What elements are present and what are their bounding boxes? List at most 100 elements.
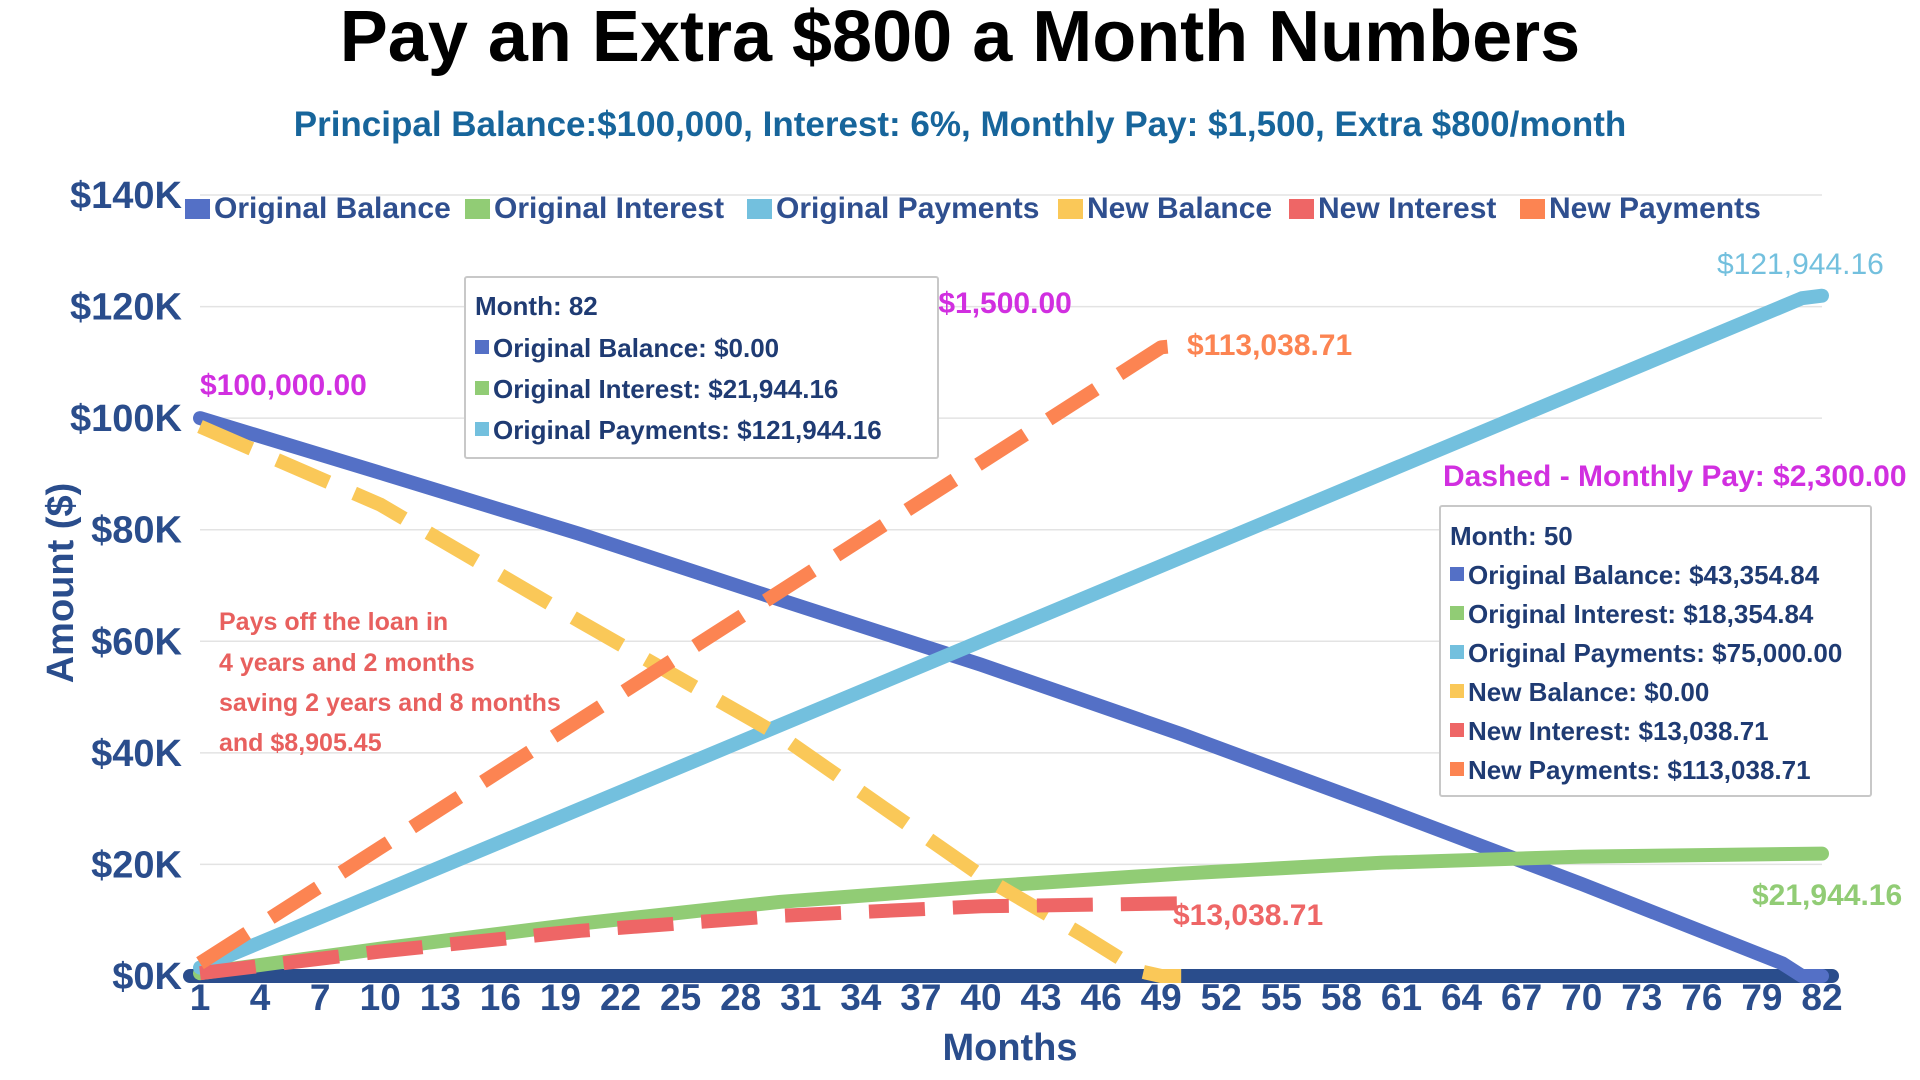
- x-tick-label: 4: [250, 977, 271, 1018]
- note-line: 4 years and 2 months: [219, 649, 475, 677]
- x-tick-label: 40: [960, 977, 1001, 1018]
- legend-item[interactable]: New Interest: [1289, 192, 1496, 225]
- x-tick-label: 64: [1441, 977, 1483, 1018]
- legend-label: New Balance: [1087, 192, 1272, 225]
- y-tick-label: $60K: [91, 621, 182, 663]
- x-tick-label: 52: [1201, 977, 1242, 1018]
- x-tick-label: 13: [420, 977, 461, 1018]
- x-tick-label: 76: [1681, 977, 1722, 1018]
- legend-swatch: [185, 199, 210, 219]
- x-tick-label: 61: [1381, 977, 1422, 1018]
- x-tick-label: 55: [1261, 977, 1302, 1018]
- legend-item[interactable]: New Payments: [1520, 192, 1761, 225]
- orig-interest-end-label: $21,944.16: [1752, 879, 1902, 912]
- x-tick-label: 79: [1741, 977, 1782, 1018]
- y-tick-label: $140K: [70, 175, 183, 217]
- legend-item[interactable]: Original Payments: [747, 192, 1039, 225]
- legend-item[interactable]: New Balance: [1058, 192, 1272, 225]
- legend-swatch: [465, 199, 490, 219]
- tooltip-swatch: [1450, 723, 1464, 737]
- tooltip-header: Month: 50: [1450, 521, 1573, 551]
- series-line-new-payments: [196, 338, 1182, 970]
- tooltip-row: Original Payments: $75,000.00: [1468, 638, 1842, 668]
- x-tick-label: 1: [190, 977, 211, 1018]
- tooltip-row: Original Balance: $0.00: [493, 333, 779, 363]
- legend-item[interactable]: Original Interest: [465, 192, 724, 225]
- y-tick-labels: $0K $20K $40K $60K $80K $100K $120K $140K: [70, 175, 183, 998]
- y-tick-label: $80K: [91, 510, 182, 552]
- y-tick-label: $0K: [112, 956, 182, 998]
- tooltip-swatch: [1450, 645, 1464, 659]
- legend-label: New Interest: [1318, 192, 1496, 225]
- y-tick-label: $100K: [70, 398, 183, 440]
- tooltip-row: Original Interest: $18,354.84: [1468, 599, 1814, 629]
- x-tick-label: 34: [840, 977, 882, 1018]
- series-line-original-interest: [193, 846, 1829, 981]
- payoff-note: Pays off the loan in 4 years and 2 month…: [219, 608, 561, 757]
- tooltip-swatch: [1450, 762, 1464, 776]
- new-payments-end-label: $113,038.71: [1187, 329, 1352, 362]
- x-tick-label: 70: [1561, 977, 1602, 1018]
- series-line-new-balance: [197, 420, 1182, 983]
- x-tick-label: 16: [480, 977, 521, 1018]
- chart-subtitle: Principal Balance:$100,000, Interest: 6%…: [293, 105, 1627, 144]
- tooltip-box: [464, 276, 939, 459]
- tooltip-month-50: Month: 50 Original Balance: $43,354.84 Or…: [1439, 505, 1872, 797]
- x-tick-label: 43: [1020, 977, 1061, 1018]
- note-line: saving 2 years and 8 months: [219, 689, 561, 717]
- x-tick-label: 22: [600, 977, 641, 1018]
- legend-swatch: [1289, 199, 1314, 219]
- legend-swatch: [1520, 199, 1545, 219]
- tooltip-swatch: [475, 381, 489, 395]
- x-tick-label: 82: [1801, 977, 1842, 1018]
- legend-swatch: [1058, 199, 1083, 219]
- new-interest-end-label: $13,038.71: [1173, 899, 1323, 932]
- legend-label: Original Payments: [776, 192, 1039, 225]
- x-tick-label: 46: [1081, 977, 1122, 1018]
- legend[interactable]: Original Balance Original Interest Origina…: [185, 192, 1761, 225]
- note-line: Pays off the loan in: [219, 608, 448, 636]
- x-tick-label: 37: [900, 977, 941, 1018]
- x-axis-title: Months: [942, 1027, 1077, 1069]
- legend-label: New Payments: [1549, 192, 1761, 225]
- tooltip-swatch: [475, 422, 489, 436]
- y-tick-label: $120K: [70, 287, 183, 329]
- tooltip-row: New Balance: $0.00: [1468, 677, 1709, 707]
- x-tick-label: 7: [310, 977, 331, 1018]
- tooltip-swatch: [1450, 606, 1464, 620]
- x-tick-label: 25: [660, 977, 701, 1018]
- series-lines: [193, 288, 1829, 983]
- tooltip-swatch: [475, 340, 489, 354]
- legend-label: Original Balance: [214, 192, 451, 225]
- dashed-style-label: Dashed - Monthly Pay: $2,300.00: [1443, 460, 1907, 493]
- legend-label: Original Interest: [494, 192, 724, 225]
- x-tick-label: 58: [1321, 977, 1362, 1018]
- orig-payments-end-label: $121,944.16: [1717, 248, 1884, 281]
- note-line: and $8,905.45: [219, 729, 382, 757]
- tooltip-month-82: Month: 82 Original Balance: $0.00 Origina…: [464, 276, 939, 459]
- y-tick-label: $40K: [91, 733, 182, 775]
- tooltip-row: Original Payments: $121,944.16: [493, 415, 882, 445]
- x-tick-label: 28: [720, 977, 761, 1018]
- x-tick-labels: 1 4 7 10 13 16 19 22 25 28 31 34 37 40 43 46 49 52 55 58 61 6…: [190, 977, 1843, 1018]
- y-axis-title: Amount ($): [40, 483, 82, 684]
- legend-swatch: [747, 199, 772, 219]
- x-tick-label: 49: [1141, 977, 1182, 1018]
- tooltip-box: [1439, 505, 1872, 797]
- chart-title: Pay an Extra $800 a Month Numbers: [339, 0, 1581, 77]
- series-line-original-payments: [193, 288, 1829, 975]
- x-tick-label: 19: [540, 977, 581, 1018]
- tooltip-row: New Interest: $13,038.71: [1468, 716, 1769, 746]
- x-tick-label: 10: [360, 977, 401, 1018]
- tooltip-row: Original Balance: $43,354.84: [1468, 560, 1820, 590]
- legend-item[interactable]: Original Balance: [185, 192, 451, 225]
- tooltip-row: New Payments: $113,038.71: [1468, 755, 1811, 785]
- y-tick-label: $20K: [91, 844, 182, 886]
- tooltip-swatch: [1450, 684, 1464, 698]
- x-tick-label: 31: [780, 977, 821, 1018]
- x-tick-label: 67: [1501, 977, 1542, 1018]
- tooltip-header: Month: 82: [475, 291, 598, 321]
- start-balance-label: $100,000.00: [200, 369, 367, 402]
- tooltip-swatch: [1450, 567, 1464, 581]
